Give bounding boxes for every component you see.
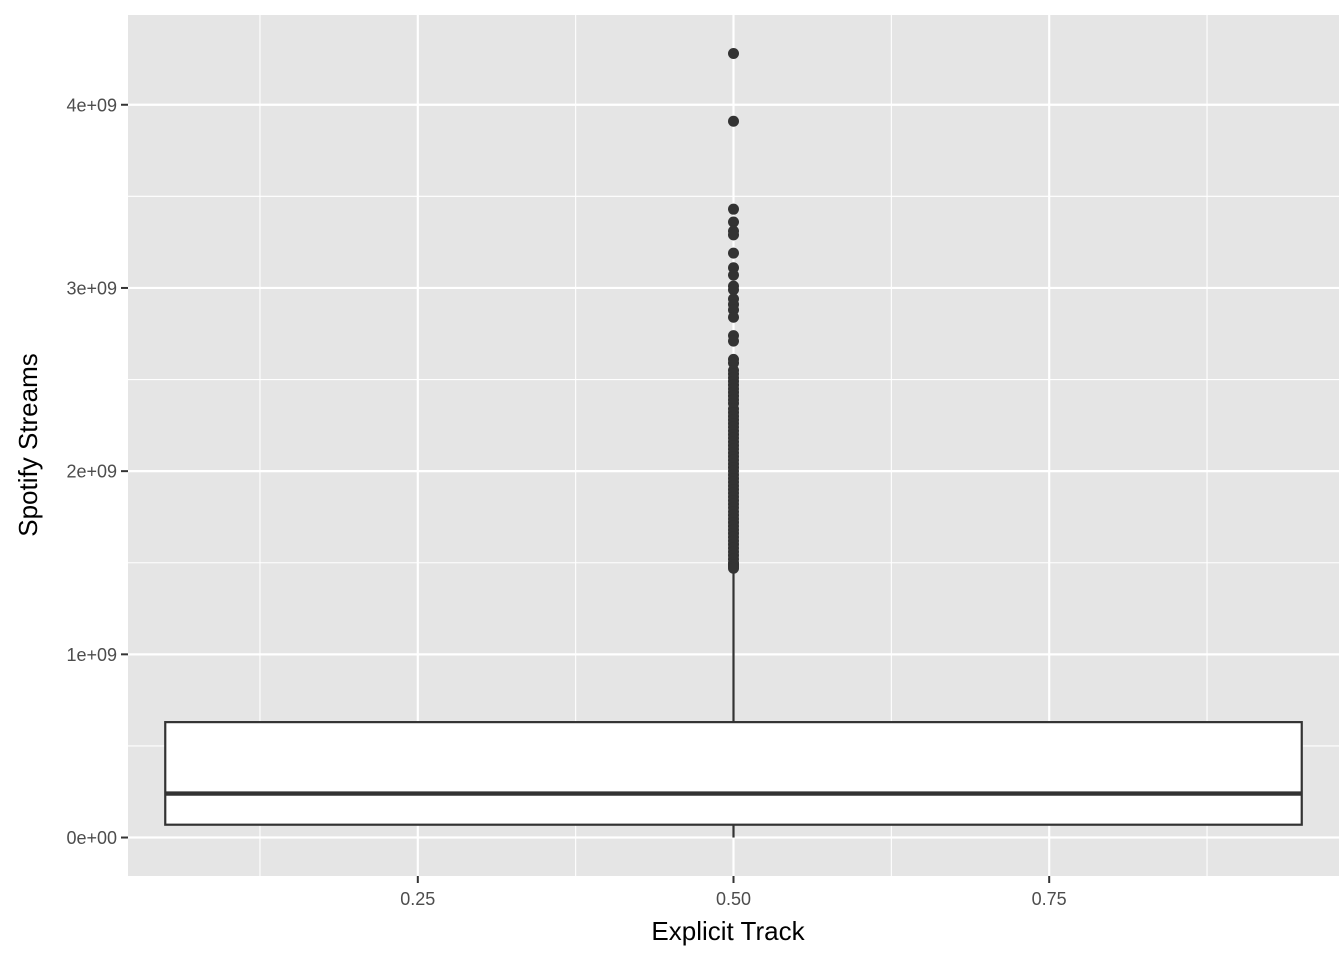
y-tick-label: 4e+09 [66,95,117,115]
outlier-point [728,247,739,259]
outlier-point [728,311,739,323]
outlier-point [728,335,739,347]
y-tick-label: 2e+09 [66,462,117,482]
x-axis-title: Explicit Track [651,916,805,946]
outlier-point [728,562,739,574]
box-iqr [164,721,1303,826]
outlier-point [728,47,739,59]
outlier-point [728,229,739,241]
x-axis: 0.25 0.50 0.75 [400,876,1067,909]
outlier-point [728,216,739,228]
outlier-point [728,203,739,215]
y-tick-label: 1e+09 [66,645,117,665]
outlier-point [728,269,739,281]
y-axis-title: Spotify Streams [13,353,43,537]
outlier-point [728,115,739,127]
x-tick-label: 0.75 [1032,889,1067,909]
outlier-points [728,47,739,574]
y-axis: 0e+00 1e+09 2e+09 3e+09 4e+09 [66,95,128,848]
y-tick-label: 3e+09 [66,278,117,298]
x-tick-label: 0.25 [400,889,435,909]
x-tick-label: 0.50 [716,889,751,909]
box [164,721,1303,826]
y-tick-label: 0e+00 [66,828,117,848]
outlier-point [728,284,739,296]
